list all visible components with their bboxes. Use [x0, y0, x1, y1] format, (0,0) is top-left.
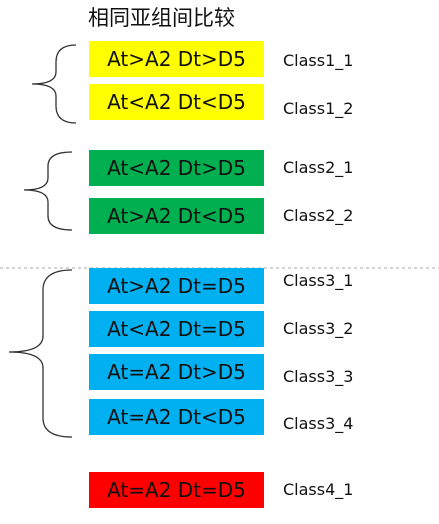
condition-box-2-1: At<A2 Dt>D5 — [89, 150, 264, 186]
class-label-1-2: Class1_2 — [283, 99, 354, 118]
condition-box-1-1: At>A2 Dt>D5 — [89, 41, 264, 77]
class-label-3-1: Class3_1 — [283, 271, 354, 290]
condition-box-3-4: At=A2 Dt<D5 — [89, 399, 264, 435]
class-label-1-1: Class1_1 — [283, 51, 354, 70]
condition-box-3-2: At<A2 Dt=D5 — [89, 311, 264, 347]
class-label-4-1: Class4_1 — [283, 480, 354, 499]
condition-box-2-2: At>A2 Dt<D5 — [89, 198, 264, 234]
class-label-2-1: Class2_1 — [283, 158, 354, 177]
condition-box-1-2: At<A2 Dt<D5 — [89, 84, 264, 120]
class-label-3-4: Class3_4 — [283, 414, 354, 433]
class-label-3-3: Class3_3 — [283, 367, 354, 386]
condition-box-3-1: At>A2 Dt=D5 — [89, 268, 264, 304]
diagram-title: 相同亚组间比较 — [88, 6, 235, 30]
class-label-3-2: Class3_2 — [283, 319, 354, 338]
condition-box-3-3: At=A2 Dt>D5 — [89, 354, 264, 390]
condition-box-4-1: At=A2 Dt=D5 — [89, 472, 264, 508]
bracket-group-1 — [31, 44, 77, 124]
bracket-group-2 — [23, 151, 73, 231]
bracket-group-3 — [8, 269, 73, 438]
class-label-2-2: Class2_2 — [283, 206, 354, 225]
